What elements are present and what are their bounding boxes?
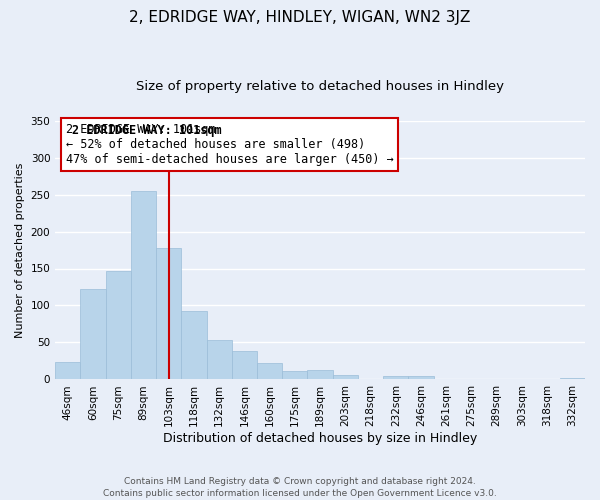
Bar bbox=[560, 378, 585, 380]
Bar bbox=[55, 362, 80, 380]
Text: 2 EDRIDGE WAY: 101sqm
← 52% of detached houses are smaller (498)
47% of semi-det: 2 EDRIDGE WAY: 101sqm ← 52% of detached … bbox=[66, 123, 394, 166]
Bar bbox=[307, 370, 332, 380]
Bar bbox=[383, 376, 409, 380]
Text: Contains HM Land Registry data © Crown copyright and database right 2024.
Contai: Contains HM Land Registry data © Crown c… bbox=[103, 476, 497, 498]
X-axis label: Distribution of detached houses by size in Hindley: Distribution of detached houses by size … bbox=[163, 432, 477, 445]
Bar bbox=[332, 375, 358, 380]
Text: 2 EDRIDGE WAY: 101sqm: 2 EDRIDGE WAY: 101sqm bbox=[72, 124, 222, 138]
Bar bbox=[206, 340, 232, 380]
Bar bbox=[257, 363, 282, 380]
Bar bbox=[106, 270, 131, 380]
Text: 2, EDRIDGE WAY, HINDLEY, WIGAN, WN2 3JZ: 2, EDRIDGE WAY, HINDLEY, WIGAN, WN2 3JZ bbox=[130, 10, 470, 25]
Bar bbox=[282, 372, 307, 380]
Bar bbox=[156, 248, 181, 380]
Bar bbox=[409, 376, 434, 380]
Bar bbox=[131, 191, 156, 380]
Title: Size of property relative to detached houses in Hindley: Size of property relative to detached ho… bbox=[136, 80, 504, 93]
Bar bbox=[181, 310, 206, 380]
Bar bbox=[232, 350, 257, 380]
Bar bbox=[80, 289, 106, 380]
Y-axis label: Number of detached properties: Number of detached properties bbox=[15, 162, 25, 338]
